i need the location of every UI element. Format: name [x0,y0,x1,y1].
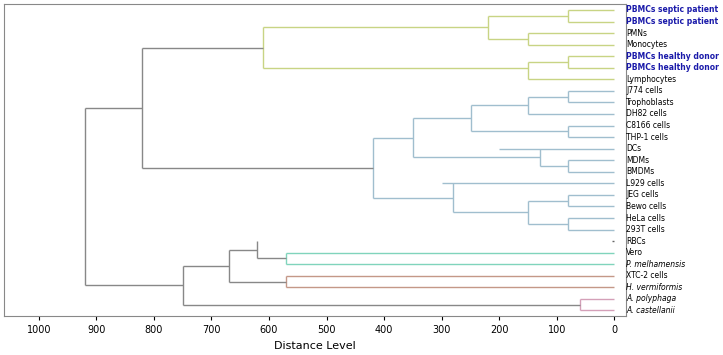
Text: DCs: DCs [626,144,641,153]
Text: Lymphocytes: Lymphocytes [626,75,676,84]
Text: PBMCs healthy donor: PBMCs healthy donor [626,52,719,61]
Text: Monocytes: Monocytes [626,40,667,49]
Text: P. melhamensis: P. melhamensis [626,260,685,269]
Text: C8166 cells: C8166 cells [626,121,670,130]
Text: DH82 cells: DH82 cells [626,109,667,119]
Text: BMDMs: BMDMs [626,167,654,176]
Text: PBMCs healthy donor: PBMCs healthy donor [626,63,719,72]
Text: Vero: Vero [626,248,643,257]
Text: Bewo cells: Bewo cells [626,202,666,211]
Text: THP-1 cells: THP-1 cells [626,132,668,142]
Text: A. castellanii: A. castellanii [626,306,675,315]
Text: H. vermiformis: H. vermiformis [626,283,683,292]
Text: PBMCs septic patient: PBMCs septic patient [626,5,718,15]
X-axis label: Distance Level: Distance Level [274,341,356,351]
Text: 293T cells: 293T cells [626,225,664,234]
Text: L929 cells: L929 cells [626,179,664,188]
Text: RBCs: RBCs [626,237,646,246]
Text: A. polyphaga: A. polyphaga [626,294,676,304]
Text: Trophoblasts: Trophoblasts [626,98,675,107]
Text: XTC-2 cells: XTC-2 cells [626,271,667,280]
Text: PMNs: PMNs [626,28,647,38]
Text: PBMCs septic patient: PBMCs septic patient [626,17,718,26]
Text: J774 cells: J774 cells [626,86,662,95]
Text: JEG cells: JEG cells [626,190,659,200]
Text: HeLa cells: HeLa cells [626,213,665,223]
Text: MDMs: MDMs [626,156,649,165]
